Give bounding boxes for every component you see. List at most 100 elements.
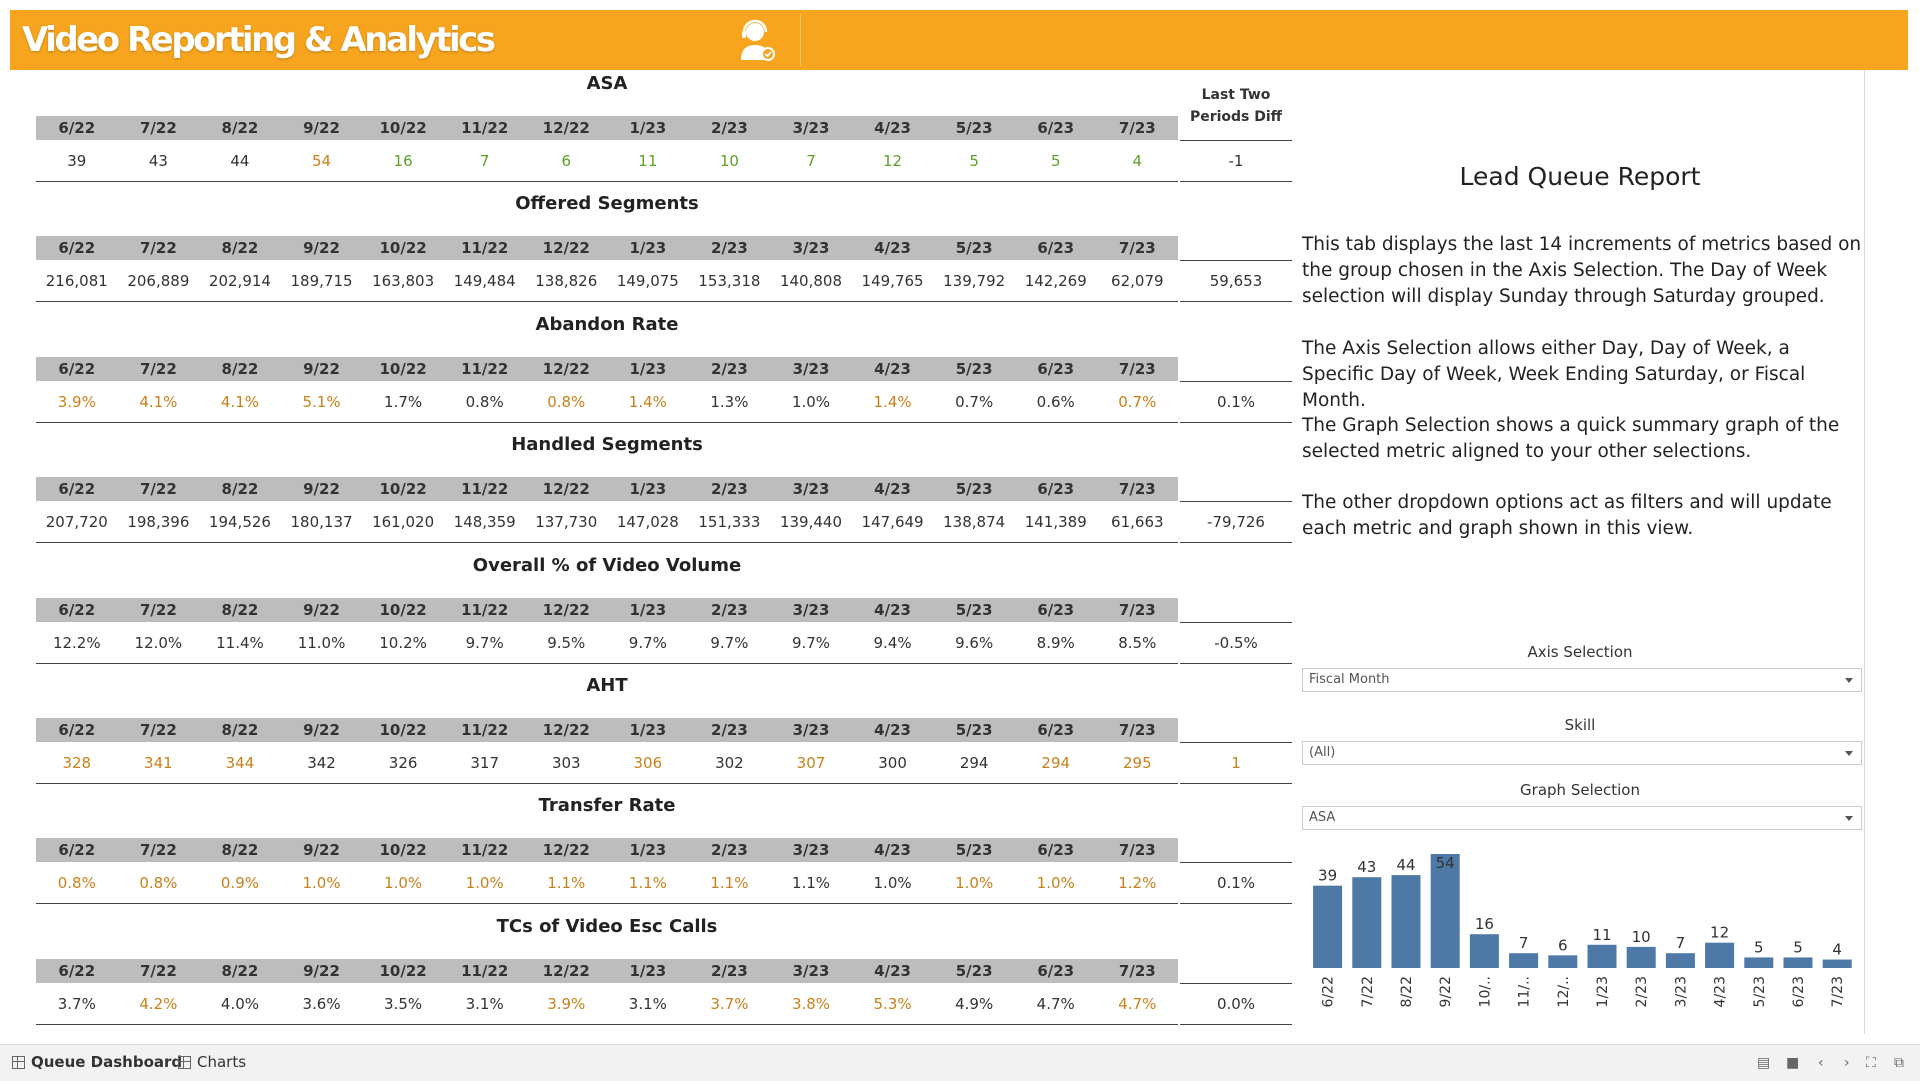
metric-value[interactable]: 1.1%: [710, 874, 749, 893]
metric-value[interactable]: 1.4%: [628, 392, 667, 411]
metric-value[interactable]: 43: [148, 152, 168, 170]
metric-value[interactable]: 3.8%: [791, 994, 831, 1013]
metric-value[interactable]: 10.2%: [379, 633, 427, 652]
metric-value[interactable]: 294: [1041, 754, 1071, 772]
metric-value[interactable]: 0.8%: [139, 874, 178, 893]
metric-value[interactable]: 3.6%: [302, 994, 341, 1013]
metric-value[interactable]: 342: [307, 754, 336, 772]
metric-value[interactable]: 7: [479, 152, 490, 170]
metric-value[interactable]: 9.7%: [710, 633, 749, 652]
metric-value[interactable]: 149,484: [453, 272, 516, 291]
metric-value[interactable]: 1.0%: [955, 874, 994, 893]
metric-value[interactable]: 0.6%: [1036, 392, 1075, 411]
metric-value[interactable]: 1.1%: [791, 874, 831, 893]
metric-value[interactable]: 4.7%: [1036, 994, 1075, 1013]
chart-bar[interactable]: [1391, 875, 1421, 968]
metric-value[interactable]: 3.1%: [628, 994, 667, 1013]
chart-bar[interactable]: [1783, 957, 1813, 968]
metric-value[interactable]: 11.4%: [216, 633, 264, 652]
metric-value[interactable]: 153,318: [698, 272, 761, 291]
metric-value[interactable]: 0.7%: [955, 392, 994, 411]
metric-value[interactable]: 6: [561, 152, 572, 170]
chart-bar[interactable]: [1548, 955, 1578, 968]
metric-value[interactable]: 189,715: [290, 272, 353, 291]
metric-value[interactable]: 3.5%: [384, 994, 423, 1013]
diff-value[interactable]: 0.1%: [1180, 863, 1292, 905]
metric-value[interactable]: 4.1%: [220, 392, 259, 411]
metric-value[interactable]: 1.1%: [628, 874, 667, 893]
metric-value[interactable]: 9.4%: [873, 633, 912, 652]
metric-value[interactable]: 44: [230, 152, 250, 170]
metric-value[interactable]: 326: [388, 754, 418, 772]
metric-value[interactable]: 4.2%: [139, 994, 178, 1013]
metric-value[interactable]: 62,079: [1111, 272, 1164, 291]
graph-selection-dropdown[interactable]: ASA: [1302, 806, 1862, 830]
metric-value[interactable]: 5: [969, 152, 979, 170]
metric-value[interactable]: 294: [959, 754, 989, 772]
axis-selection-dropdown[interactable]: Fiscal Month: [1302, 668, 1862, 692]
metric-value[interactable]: 3.7%: [710, 994, 749, 1013]
metric-value[interactable]: 163,803: [372, 272, 435, 291]
metric-value[interactable]: 12.0%: [134, 633, 183, 652]
diff-value[interactable]: -0.5%: [1180, 623, 1292, 664]
chart-bar[interactable]: [1665, 953, 1695, 968]
metric-value[interactable]: 344: [225, 754, 255, 772]
diff-value[interactable]: 1: [1180, 743, 1292, 784]
metric-value[interactable]: 194,526: [208, 513, 271, 532]
metric-value[interactable]: 303: [551, 754, 581, 772]
metric-value[interactable]: 8.5%: [1118, 633, 1157, 652]
metric-value[interactable]: 148,359: [453, 513, 516, 532]
metric-value[interactable]: 5.1%: [302, 392, 341, 411]
metric-value[interactable]: 61,663: [1111, 513, 1164, 532]
metric-value[interactable]: 9.7%: [465, 633, 504, 652]
diff-value[interactable]: -79,726: [1180, 502, 1292, 544]
sheet-sorter-icon[interactable]: ▤: [1757, 1055, 1771, 1071]
metric-value[interactable]: 9.7%: [628, 633, 667, 652]
metric-value[interactable]: 0.8%: [465, 392, 504, 411]
metric-value[interactable]: 137,730: [535, 513, 598, 532]
metric-value[interactable]: 4.1%: [139, 392, 178, 411]
metric-value[interactable]: 12: [883, 152, 903, 170]
metric-value[interactable]: 1.7%: [384, 392, 423, 411]
metric-value[interactable]: 216,081: [45, 272, 108, 291]
metric-value[interactable]: 307: [796, 754, 826, 772]
previous-sheet-icon[interactable]: ‹: [1818, 1055, 1824, 1071]
skill-dropdown[interactable]: (All): [1302, 741, 1862, 765]
metric-value[interactable]: 341: [144, 754, 173, 772]
diff-value[interactable]: 59,653: [1180, 261, 1292, 303]
diff-value[interactable]: -1: [1180, 141, 1292, 182]
next-sheet-icon[interactable]: ›: [1844, 1055, 1850, 1071]
metric-value[interactable]: 1.0%: [465, 874, 504, 893]
metric-value[interactable]: 39: [67, 152, 87, 170]
metric-value[interactable]: 141,389: [1024, 513, 1087, 532]
metric-value[interactable]: 7: [806, 152, 816, 170]
metric-value[interactable]: 1.3%: [710, 392, 749, 411]
metric-value[interactable]: 3.9%: [547, 994, 586, 1013]
metric-value[interactable]: 149,765: [861, 272, 924, 291]
metric-value[interactable]: 12.2%: [52, 633, 101, 652]
metric-value[interactable]: 140,808: [779, 272, 842, 291]
metric-value[interactable]: 10: [719, 152, 739, 170]
metric-value[interactable]: 328: [62, 754, 92, 772]
metric-value[interactable]: 207,720: [45, 513, 108, 532]
metric-value[interactable]: 198,396: [127, 513, 190, 532]
chart-bar[interactable]: [1744, 957, 1774, 968]
metric-value[interactable]: 1.0%: [873, 874, 912, 893]
metric-value[interactable]: 1.1%: [547, 874, 586, 893]
metric-value[interactable]: 4.9%: [955, 994, 994, 1013]
metric-value[interactable]: 147,028: [616, 513, 679, 532]
metric-value[interactable]: 1.2%: [1118, 874, 1157, 893]
tab-charts[interactable]: Charts: [178, 1053, 246, 1071]
metric-value[interactable]: 1.0%: [791, 392, 831, 411]
metric-value[interactable]: 295: [1122, 754, 1152, 772]
metric-value[interactable]: 3.7%: [57, 994, 96, 1013]
metric-value[interactable]: 0.8%: [547, 392, 586, 411]
chart-bar[interactable]: [1313, 885, 1343, 968]
metric-value[interactable]: 1.0%: [1036, 874, 1075, 893]
metric-value[interactable]: 138,826: [535, 272, 598, 291]
chevron-down-icon[interactable]: [1845, 816, 1853, 821]
chart-bar[interactable]: [1430, 854, 1460, 968]
metric-value[interactable]: 5: [1050, 152, 1061, 170]
chevron-down-icon[interactable]: [1845, 751, 1853, 756]
metric-value[interactable]: 0.9%: [220, 874, 259, 893]
